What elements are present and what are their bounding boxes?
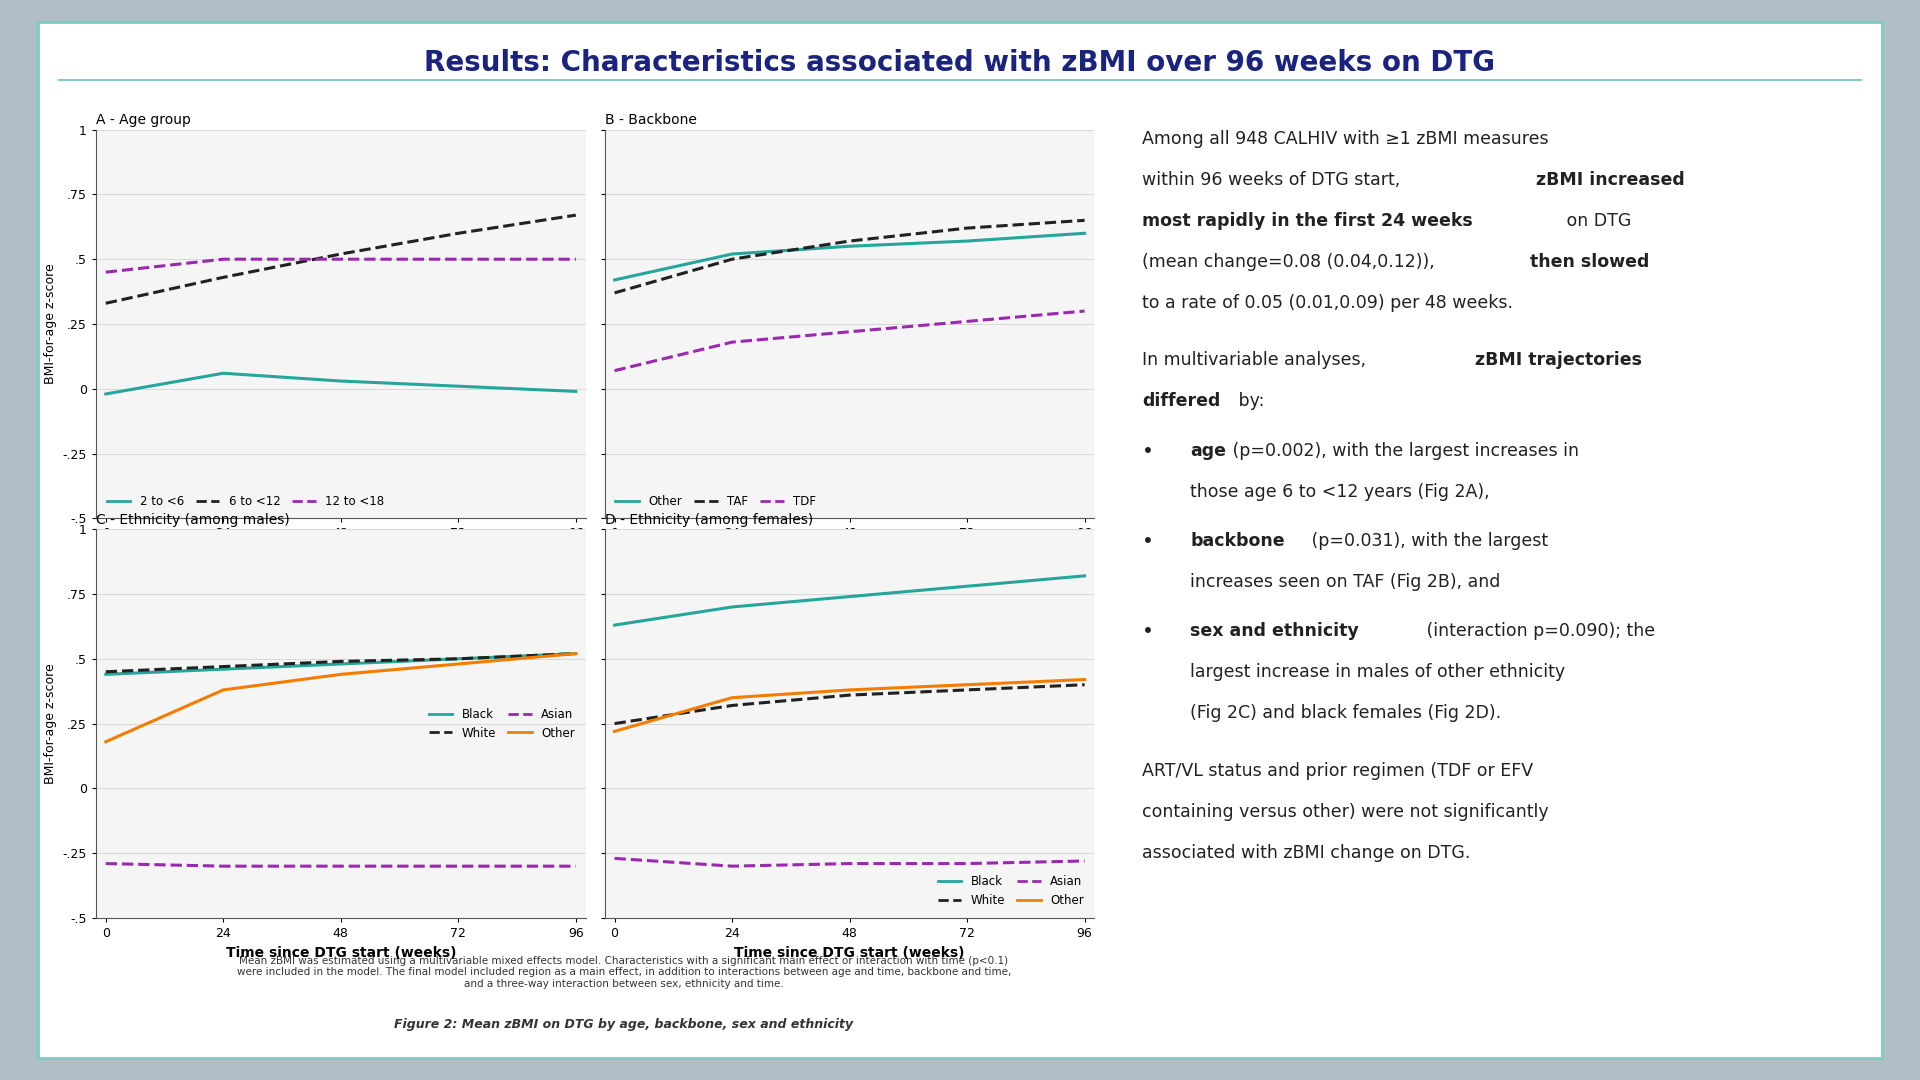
Legend: Black, White, Asian, Other: Black, White, Asian, Other — [933, 870, 1089, 913]
Text: ART/VL status and prior regimen (TDF or EFV: ART/VL status and prior regimen (TDF or … — [1142, 761, 1534, 780]
Text: D - Ethnicity (among females): D - Ethnicity (among females) — [605, 513, 812, 527]
Text: sex and ethnicity: sex and ethnicity — [1190, 622, 1359, 640]
X-axis label: Time since DTG start (weeks): Time since DTG start (weeks) — [733, 946, 966, 960]
Text: •: • — [1142, 622, 1154, 642]
X-axis label: Time since DTG start (weeks): Time since DTG start (weeks) — [225, 946, 457, 960]
Text: (Fig 2C) and black females (Fig 2D).: (Fig 2C) and black females (Fig 2D). — [1190, 704, 1501, 723]
Legend: 2 to <6, 6 to <12, 12 to <18: 2 to <6, 6 to <12, 12 to <18 — [102, 490, 390, 513]
Text: backbone: backbone — [1190, 531, 1284, 550]
Text: •: • — [1142, 442, 1154, 460]
Text: containing versus other) were not significantly: containing versus other) were not signif… — [1142, 802, 1549, 821]
Text: largest increase in males of other ethnicity: largest increase in males of other ethni… — [1190, 663, 1565, 681]
Y-axis label: BMI-for-age z-score: BMI-for-age z-score — [44, 264, 58, 384]
Text: to a rate of 0.05 (0.01,0.09) per 48 weeks.: to a rate of 0.05 (0.01,0.09) per 48 wee… — [1142, 294, 1513, 312]
Text: Among all 948 CALHIV with ≥1 zBMI measures: Among all 948 CALHIV with ≥1 zBMI measur… — [1142, 130, 1549, 148]
Text: within 96 weeks of DTG start,: within 96 weeks of DTG start, — [1142, 171, 1405, 189]
Text: (mean change=0.08 (0.04,0.12)),: (mean change=0.08 (0.04,0.12)), — [1142, 253, 1440, 271]
Text: most rapidly in the first 24 weeks: most rapidly in the first 24 weeks — [1142, 212, 1473, 230]
Text: age: age — [1190, 442, 1227, 459]
Text: by:: by: — [1233, 392, 1263, 410]
Text: on DTG: on DTG — [1561, 212, 1632, 230]
Text: then slowed: then slowed — [1530, 253, 1649, 271]
Text: (p=0.031), with the largest: (p=0.031), with the largest — [1306, 531, 1548, 550]
Text: Results: Characteristics associated with zBMI over 96 weeks on DTG: Results: Characteristics associated with… — [424, 49, 1496, 77]
Text: Mean zBMI was estimated using a multivariable mixed effects model. Characteristi: Mean zBMI was estimated using a multivar… — [236, 956, 1012, 989]
Text: A - Age group: A - Age group — [96, 113, 190, 127]
Text: zBMI trajectories: zBMI trajectories — [1475, 351, 1642, 369]
Text: zBMI increased: zBMI increased — [1536, 171, 1684, 189]
Text: differed: differed — [1142, 392, 1221, 410]
Legend: Black, White, Asian, Other: Black, White, Asian, Other — [424, 703, 580, 744]
Y-axis label: BMI-for-age z-score: BMI-for-age z-score — [44, 663, 58, 784]
Text: In multivariable analyses,: In multivariable analyses, — [1142, 351, 1373, 369]
Text: C - Ethnicity (among males): C - Ethnicity (among males) — [96, 513, 290, 527]
Text: those age 6 to <12 years (Fig 2A),: those age 6 to <12 years (Fig 2A), — [1190, 483, 1490, 500]
Legend: Other, TAF, TDF: Other, TAF, TDF — [611, 490, 820, 513]
Text: •: • — [1142, 531, 1154, 551]
Text: associated with zBMI change on DTG.: associated with zBMI change on DTG. — [1142, 843, 1471, 862]
Text: (interaction p=0.090); the: (interaction p=0.090); the — [1421, 622, 1655, 640]
Text: Figure 2: Mean zBMI on DTG by age, backbone, sex and ethnicity: Figure 2: Mean zBMI on DTG by age, backb… — [394, 1018, 854, 1031]
Text: increases seen on TAF (Fig 2B), and: increases seen on TAF (Fig 2B), and — [1190, 572, 1501, 591]
Text: B - Backbone: B - Backbone — [605, 113, 697, 127]
Text: (p=0.002), with the largest increases in: (p=0.002), with the largest increases in — [1227, 442, 1578, 459]
